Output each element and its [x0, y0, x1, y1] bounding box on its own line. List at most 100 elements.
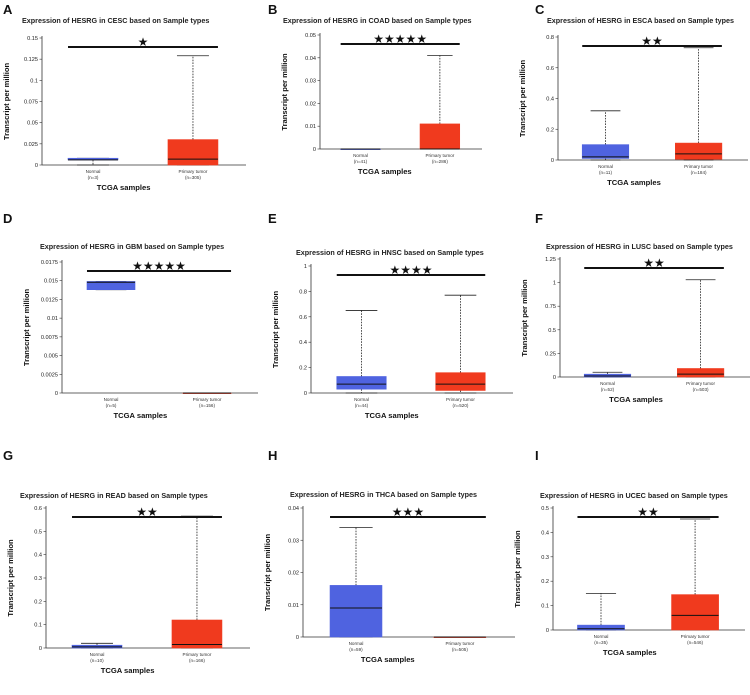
chart-panel-d: D Expression of HESRG in GBM based on Sam… [3, 211, 258, 420]
category-count: (n=44) [355, 403, 369, 408]
category-count: (n=3) [88, 175, 99, 180]
chart-panel-a: A Expression of HESRG in CESC based on Sa… [2, 2, 246, 192]
x-axis-label: TCGA samples [603, 648, 657, 657]
y-tick-label: 0.0175 [41, 260, 58, 266]
chart-title: Expression of HESRG in GBM based on Samp… [40, 242, 224, 251]
category-label: Normal [600, 381, 615, 386]
category-label: Primary tumor [179, 169, 208, 174]
y-tick-label: 0 [304, 391, 307, 397]
y-tick-label: 0.4 [546, 97, 554, 103]
x-axis-label: TCGA samples [607, 178, 661, 187]
y-tick-label: 0.05 [27, 121, 38, 127]
category-count: (n=166) [189, 658, 205, 663]
y-tick-label: 0.01 [47, 316, 58, 322]
y-tick-label: 0 [551, 158, 554, 164]
y-tick-label: 0 [553, 375, 556, 381]
significance-stars: ★★★★★ [132, 259, 186, 273]
y-tick-label: 0.25 [545, 351, 556, 357]
category-label: Normal [349, 641, 364, 646]
category-label: Primary tumor [681, 634, 710, 639]
y-tick-label: 0 [313, 147, 316, 153]
y-tick-label: 0.075 [24, 100, 38, 106]
category-count: (n=11) [599, 170, 613, 175]
y-tick-label: 0.04 [288, 506, 299, 512]
chart-panel-f: F Expression of HESRG in LUSC based on Sa… [520, 211, 750, 404]
y-tick-label: 0 [296, 635, 299, 641]
box-tumor [675, 142, 723, 160]
box-tumor [419, 123, 461, 150]
y-tick-label: 0.01 [305, 124, 316, 130]
significance-stars: ★★★★ [389, 263, 432, 277]
chart-title: Expression of HESRG in ESCA based on Sam… [547, 16, 734, 25]
y-tick-label: 0.01 [288, 603, 299, 609]
y-tick-label: 0.2 [299, 366, 307, 372]
y-axis-label: Transcript per million [513, 530, 522, 608]
panel-letter: D [3, 211, 12, 226]
y-tick-label: 0.03 [288, 538, 299, 544]
box-tumor [435, 372, 486, 391]
y-axis-label: Transcript per million [280, 53, 289, 131]
y-tick-label: 0.2 [546, 127, 554, 133]
x-axis-label: TCGA samples [365, 411, 419, 420]
box-normal [581, 144, 630, 159]
y-tick-label: 0.125 [24, 57, 38, 63]
box-normal [86, 281, 136, 290]
panel-letter: I [535, 448, 539, 463]
chart-title: Expression of HESRG in CESC based on Sam… [22, 16, 209, 25]
category-label: Primary tumor [686, 381, 715, 386]
y-tick-label: 0.02 [288, 571, 299, 577]
category-count: (n=59) [349, 647, 363, 652]
chart-title: Expression of HESRG in UCEC based on Sam… [540, 491, 728, 500]
y-tick-label: 0.0125 [41, 297, 58, 303]
y-tick-label: 0.15 [27, 36, 38, 42]
y-tick-label: 0.03 [305, 79, 316, 85]
x-axis-label: TCGA samples [101, 666, 155, 675]
y-axis-label: Transcript per million [518, 60, 527, 138]
box-tumor [167, 139, 219, 166]
box-tumor [671, 594, 719, 631]
chart-title: Expression of HESRG in HNSC based on Sam… [296, 248, 484, 257]
y-tick-label: 1.25 [545, 257, 556, 263]
y-tick-label: 0.5 [34, 529, 42, 535]
x-axis-label: TCGA samples [114, 411, 168, 420]
category-label: Normal [90, 652, 105, 657]
category-count: (n=286) [432, 159, 448, 164]
y-tick-label: 0.4 [541, 530, 549, 536]
panel-letter: B [268, 2, 277, 17]
category-count: (n=5) [106, 403, 117, 408]
x-axis-label: TCGA samples [358, 167, 412, 176]
box-normal [577, 624, 625, 631]
x-axis-label: TCGA samples [361, 655, 415, 664]
panel-letter: F [535, 211, 543, 226]
y-tick-label: 0.75 [545, 304, 556, 310]
y-tick-label: 0.6 [546, 66, 554, 72]
chart-panel-b: B Expression of HESRG in COAD based on Sa… [268, 2, 482, 176]
category-count: (n=52) [601, 387, 615, 392]
box-normal [336, 376, 387, 390]
box-normal [329, 585, 383, 638]
panel-letter: G [3, 448, 13, 463]
y-tick-label: 0.4 [299, 340, 307, 346]
y-tick-label: 0.025 [24, 142, 38, 148]
box-tumor [171, 619, 223, 649]
category-label: Primary tumor [446, 397, 475, 402]
y-tick-label: 0.8 [546, 35, 554, 41]
category-count: (n=156) [199, 403, 215, 408]
y-tick-label: 0 [546, 628, 549, 634]
chart-title: Expression of HESRG in LUSC based on Sam… [546, 242, 733, 251]
significance-stars: ★★ [637, 505, 659, 519]
category-label: Normal [86, 169, 101, 174]
y-tick-label: 0.5 [548, 328, 556, 334]
panel-letter: H [268, 448, 277, 463]
y-tick-label: 0.04 [305, 56, 316, 62]
panel-letter: E [268, 211, 277, 226]
y-tick-label: 0.015 [44, 279, 58, 285]
significance-stars: ★★ [641, 34, 663, 48]
significance-stars: ★★★★★ [373, 32, 427, 46]
category-label: Normal [354, 397, 369, 402]
significance-stars: ★★ [136, 505, 158, 519]
significance-stars: ★ [138, 35, 149, 49]
y-tick-label: 0.1 [34, 623, 42, 629]
category-count: (n=10) [90, 658, 104, 663]
category-label: Primary tumor [193, 397, 222, 402]
